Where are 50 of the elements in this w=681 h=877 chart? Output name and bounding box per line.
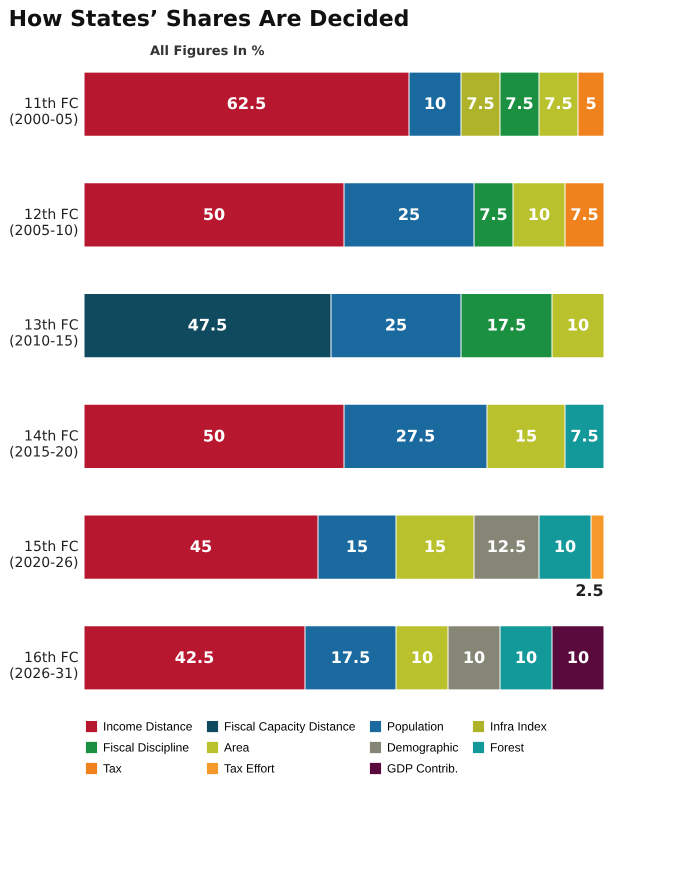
legend-label: Forest: [490, 740, 525, 754]
data-label: 42.5: [174, 648, 214, 667]
chart-title: How States’ Shares Are Decided: [8, 7, 410, 32]
data-label: 10: [410, 648, 434, 667]
y-tick-label: 16th FC (2026-31): [9, 650, 79, 682]
data-label: 17.5: [330, 648, 370, 667]
data-label: 10: [528, 204, 550, 224]
legend-label: Area: [224, 740, 250, 754]
data-label: 47.5: [188, 316, 228, 335]
data-label: 50: [202, 204, 226, 224]
y-tick-label: 13th FC (2010-15): [9, 318, 79, 350]
data-label: 5: [585, 94, 597, 114]
y-tick-label: 11th FC (2000-05): [9, 96, 79, 128]
legend-label: Income Distance: [103, 720, 193, 734]
y-tick-label: 12th FC (2005-10): [9, 206, 79, 239]
data-label: 10: [554, 537, 576, 556]
data-label: 17.5: [486, 316, 526, 335]
data-label: 2.5: [575, 581, 604, 600]
data-label: 50: [202, 426, 226, 446]
data-label: 7.5: [479, 204, 508, 224]
data-label: 62.5: [226, 94, 266, 114]
legend-label: GDP Contrib.: [387, 762, 458, 776]
data-label: 27.5: [396, 426, 436, 446]
y-tick-label: 15th FC (2020-26): [9, 539, 79, 572]
data-label: 15: [514, 426, 538, 446]
legend-label: Infra Index: [490, 720, 547, 734]
data-label: 25: [384, 316, 408, 335]
data-label: 15: [346, 537, 368, 556]
legend-label: Population: [387, 720, 444, 734]
data-label: 7.5: [466, 94, 495, 114]
legend-label: Tax Effort: [224, 762, 276, 776]
legend-label: Fiscal Discipline: [103, 740, 190, 754]
y-tick-label: 14th FC (2015-20): [9, 428, 79, 460]
data-label: 45: [190, 537, 212, 556]
data-label: 25: [398, 204, 420, 224]
data-label: 10: [424, 94, 446, 114]
data-label: 12.5: [486, 537, 526, 556]
data-label: 10: [462, 648, 486, 667]
data-label: 10: [566, 648, 590, 667]
annotation: All Figures In %: [150, 44, 265, 59]
data-label: 10: [514, 648, 538, 667]
legend-label: Demographic: [387, 740, 458, 754]
data-label: 15: [424, 537, 446, 556]
data-label: 7.5: [505, 94, 534, 114]
legend-label: Tax: [103, 762, 122, 776]
data-label: 10: [566, 316, 590, 335]
data-label: 7.5: [570, 204, 599, 224]
data-label: 7.5: [544, 94, 573, 114]
legend-label: Fiscal Capacity Distance: [224, 720, 356, 734]
data-label: 7.5: [570, 426, 599, 446]
